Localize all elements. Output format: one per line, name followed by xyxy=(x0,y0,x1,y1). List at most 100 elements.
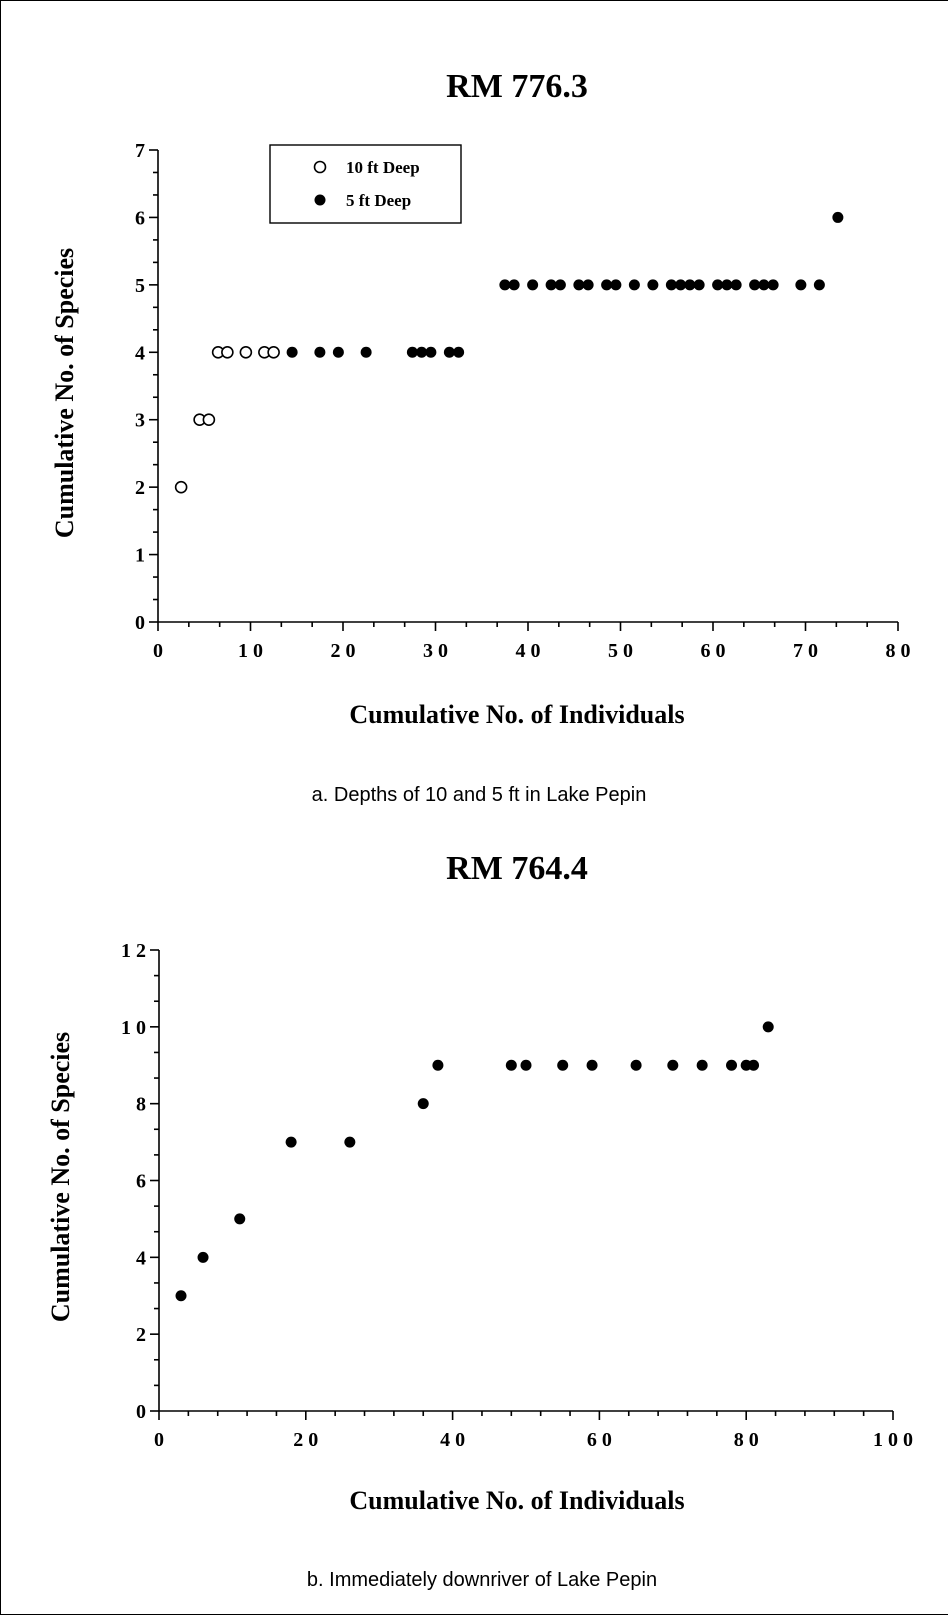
chart-a-y-tick-label: 7 xyxy=(135,140,145,162)
chart-b-caption: b. Immediately downriver of Lake Pepin xyxy=(307,1569,657,1591)
chart-b-point-filled xyxy=(197,1251,209,1263)
chart-b-y-tick-label: 6 xyxy=(136,1171,146,1193)
chart-a-x-tick-label: 5 0 xyxy=(608,640,633,662)
chart-b-point-filled xyxy=(726,1059,738,1071)
legend-box xyxy=(269,144,462,224)
chart-a-point-filled xyxy=(545,279,557,291)
chart-a-point-filled xyxy=(573,279,585,291)
chart-a-point-filled xyxy=(499,279,511,291)
chart-a-point-filled xyxy=(767,279,779,291)
chart-b-x-tick-label: 8 0 xyxy=(734,1429,759,1451)
chart-a-point-filled xyxy=(813,279,825,291)
legend-open-circle-marker xyxy=(313,160,327,174)
chart-a-point-filled xyxy=(610,279,622,291)
chart-b-x-axis-label: Cumulative No. of Individuals xyxy=(349,1486,684,1515)
chart-b-point-filled xyxy=(432,1059,444,1071)
chart-a-point-filled xyxy=(360,346,372,358)
chart-a-point-filled xyxy=(554,279,566,291)
chart-b-point-filled xyxy=(285,1136,297,1148)
chart-a-point-filled xyxy=(582,279,594,291)
chart-a-point-open xyxy=(239,345,253,359)
chart-b-x-tick-label: 6 0 xyxy=(587,1429,612,1451)
chart-b-point-filled xyxy=(696,1059,708,1071)
chart-a-point-filled xyxy=(730,279,742,291)
chart-a-point-filled xyxy=(314,346,326,358)
chart-b-point-filled xyxy=(748,1059,760,1071)
chart-a-x-tick-label: 7 0 xyxy=(793,640,818,662)
chart-a-y-tick-label: 6 xyxy=(135,207,145,229)
chart-a-x-tick-label: 8 0 xyxy=(886,640,911,662)
chart-a-point-filled xyxy=(665,279,677,291)
chart-a-x-axis-label: Cumulative No. of Individuals xyxy=(349,700,684,729)
chart-a-point-filled xyxy=(406,346,418,358)
chart-a-y-tick-label: 2 xyxy=(135,477,145,499)
chart-a-point-filled xyxy=(832,211,844,223)
chart-a-point-filled xyxy=(425,346,437,358)
chart-a-x-tick-label: 1 0 xyxy=(238,640,263,662)
chart-b-point-filled xyxy=(557,1059,569,1071)
chart-a-y-tick-label: 0 xyxy=(135,612,145,634)
chart-a-y-tick-label: 3 xyxy=(135,410,145,432)
chart-b-x-tick-label: 1 0 0 xyxy=(873,1429,913,1451)
chart-a-caption: a. Depths of 10 and 5 ft in Lake Pepin xyxy=(312,784,647,806)
chart-b-y-tick-label: 8 xyxy=(136,1094,146,1116)
chart-a-point-filled xyxy=(628,279,640,291)
chart-a-point-filled xyxy=(508,279,520,291)
chart-a-x-tick-label: 2 0 xyxy=(331,640,356,662)
chart-a-point-filled xyxy=(712,279,724,291)
chart-b-y-axis-label: Cumulative No. of Species xyxy=(46,1032,75,1322)
chart-a-point-open xyxy=(174,480,188,494)
legend-label-10ft: 10 ft Deep xyxy=(346,158,420,177)
chart-b-x-tick-label: 0 xyxy=(154,1429,164,1451)
chart-a-x-tick-label: 4 0 xyxy=(516,640,541,662)
chart-b-y-tick-label: 1 0 xyxy=(121,1017,146,1039)
chart-a-point-filled xyxy=(721,279,733,291)
chart-b-point-filled xyxy=(175,1290,187,1302)
chart-a: RM 776.3 Cumulative No. of Individuals C… xyxy=(50,68,911,806)
chart-b-x-tick-label: 2 0 xyxy=(293,1429,318,1451)
chart-a-point-filled xyxy=(416,346,428,358)
chart-a-point-open xyxy=(221,345,234,359)
chart-a-x-tick-label: 6 0 xyxy=(701,640,726,662)
chart-b-point-filled xyxy=(667,1059,679,1071)
legend-label-5ft: 5 ft Deep xyxy=(346,191,411,210)
chart-a-title: RM 776.3 xyxy=(446,68,588,105)
chart-a-point-filled xyxy=(443,346,455,358)
chart-a-point-filled xyxy=(601,279,613,291)
chart-a-x-tick-label: 3 0 xyxy=(423,640,448,662)
chart-b: RM 764.4 Cumulative No. of Individuals C… xyxy=(46,850,913,1591)
chart-a-point-filled xyxy=(647,279,659,291)
chart-a-point-open xyxy=(267,345,280,359)
chart-a-point-filled xyxy=(693,279,705,291)
chart-a-point-filled xyxy=(749,279,761,291)
chart-a-y-axis-label: Cumulative No. of Species xyxy=(50,248,79,538)
chart-a-point-filled xyxy=(286,346,298,358)
chart-a-point-filled xyxy=(684,279,696,291)
chart-b-point-filled xyxy=(344,1136,356,1148)
chart-a-y-tick-label: 1 xyxy=(135,545,145,567)
chart-a-x-tick-label: 0 xyxy=(153,640,163,662)
chart-b-x-tick-label: 4 0 xyxy=(440,1429,465,1451)
chart-b-point-filled xyxy=(630,1059,642,1071)
chart-a-point-filled xyxy=(795,279,807,291)
chart-b-point-filled xyxy=(234,1213,246,1225)
chart-a-point-filled xyxy=(527,279,539,291)
chart-a-point-filled xyxy=(675,279,687,291)
chart-b-y-tick-label: 1 2 xyxy=(121,940,146,962)
chart-a-point-filled xyxy=(332,346,344,358)
chart-b-point-filled xyxy=(586,1059,598,1071)
chart-a-y-tick-label: 4 xyxy=(135,342,145,364)
chart-a-legend: 10 ft Deep 5 ft Deep xyxy=(269,144,462,224)
chart-b-title: RM 764.4 xyxy=(446,850,588,887)
chart-b-y-tick-label: 2 xyxy=(136,1324,146,1346)
chart-b-point-filled xyxy=(520,1059,532,1071)
chart-b-y-tick-label: 4 xyxy=(136,1247,146,1269)
chart-a-y-tick-label: 5 xyxy=(135,275,145,297)
chart-b-point-filled xyxy=(762,1021,774,1033)
legend-filled-circle-marker xyxy=(314,194,326,206)
chart-b-y-tick-label: 0 xyxy=(136,1401,146,1423)
chart-a-point-filled xyxy=(758,279,770,291)
chart-a-point-open xyxy=(202,413,216,427)
